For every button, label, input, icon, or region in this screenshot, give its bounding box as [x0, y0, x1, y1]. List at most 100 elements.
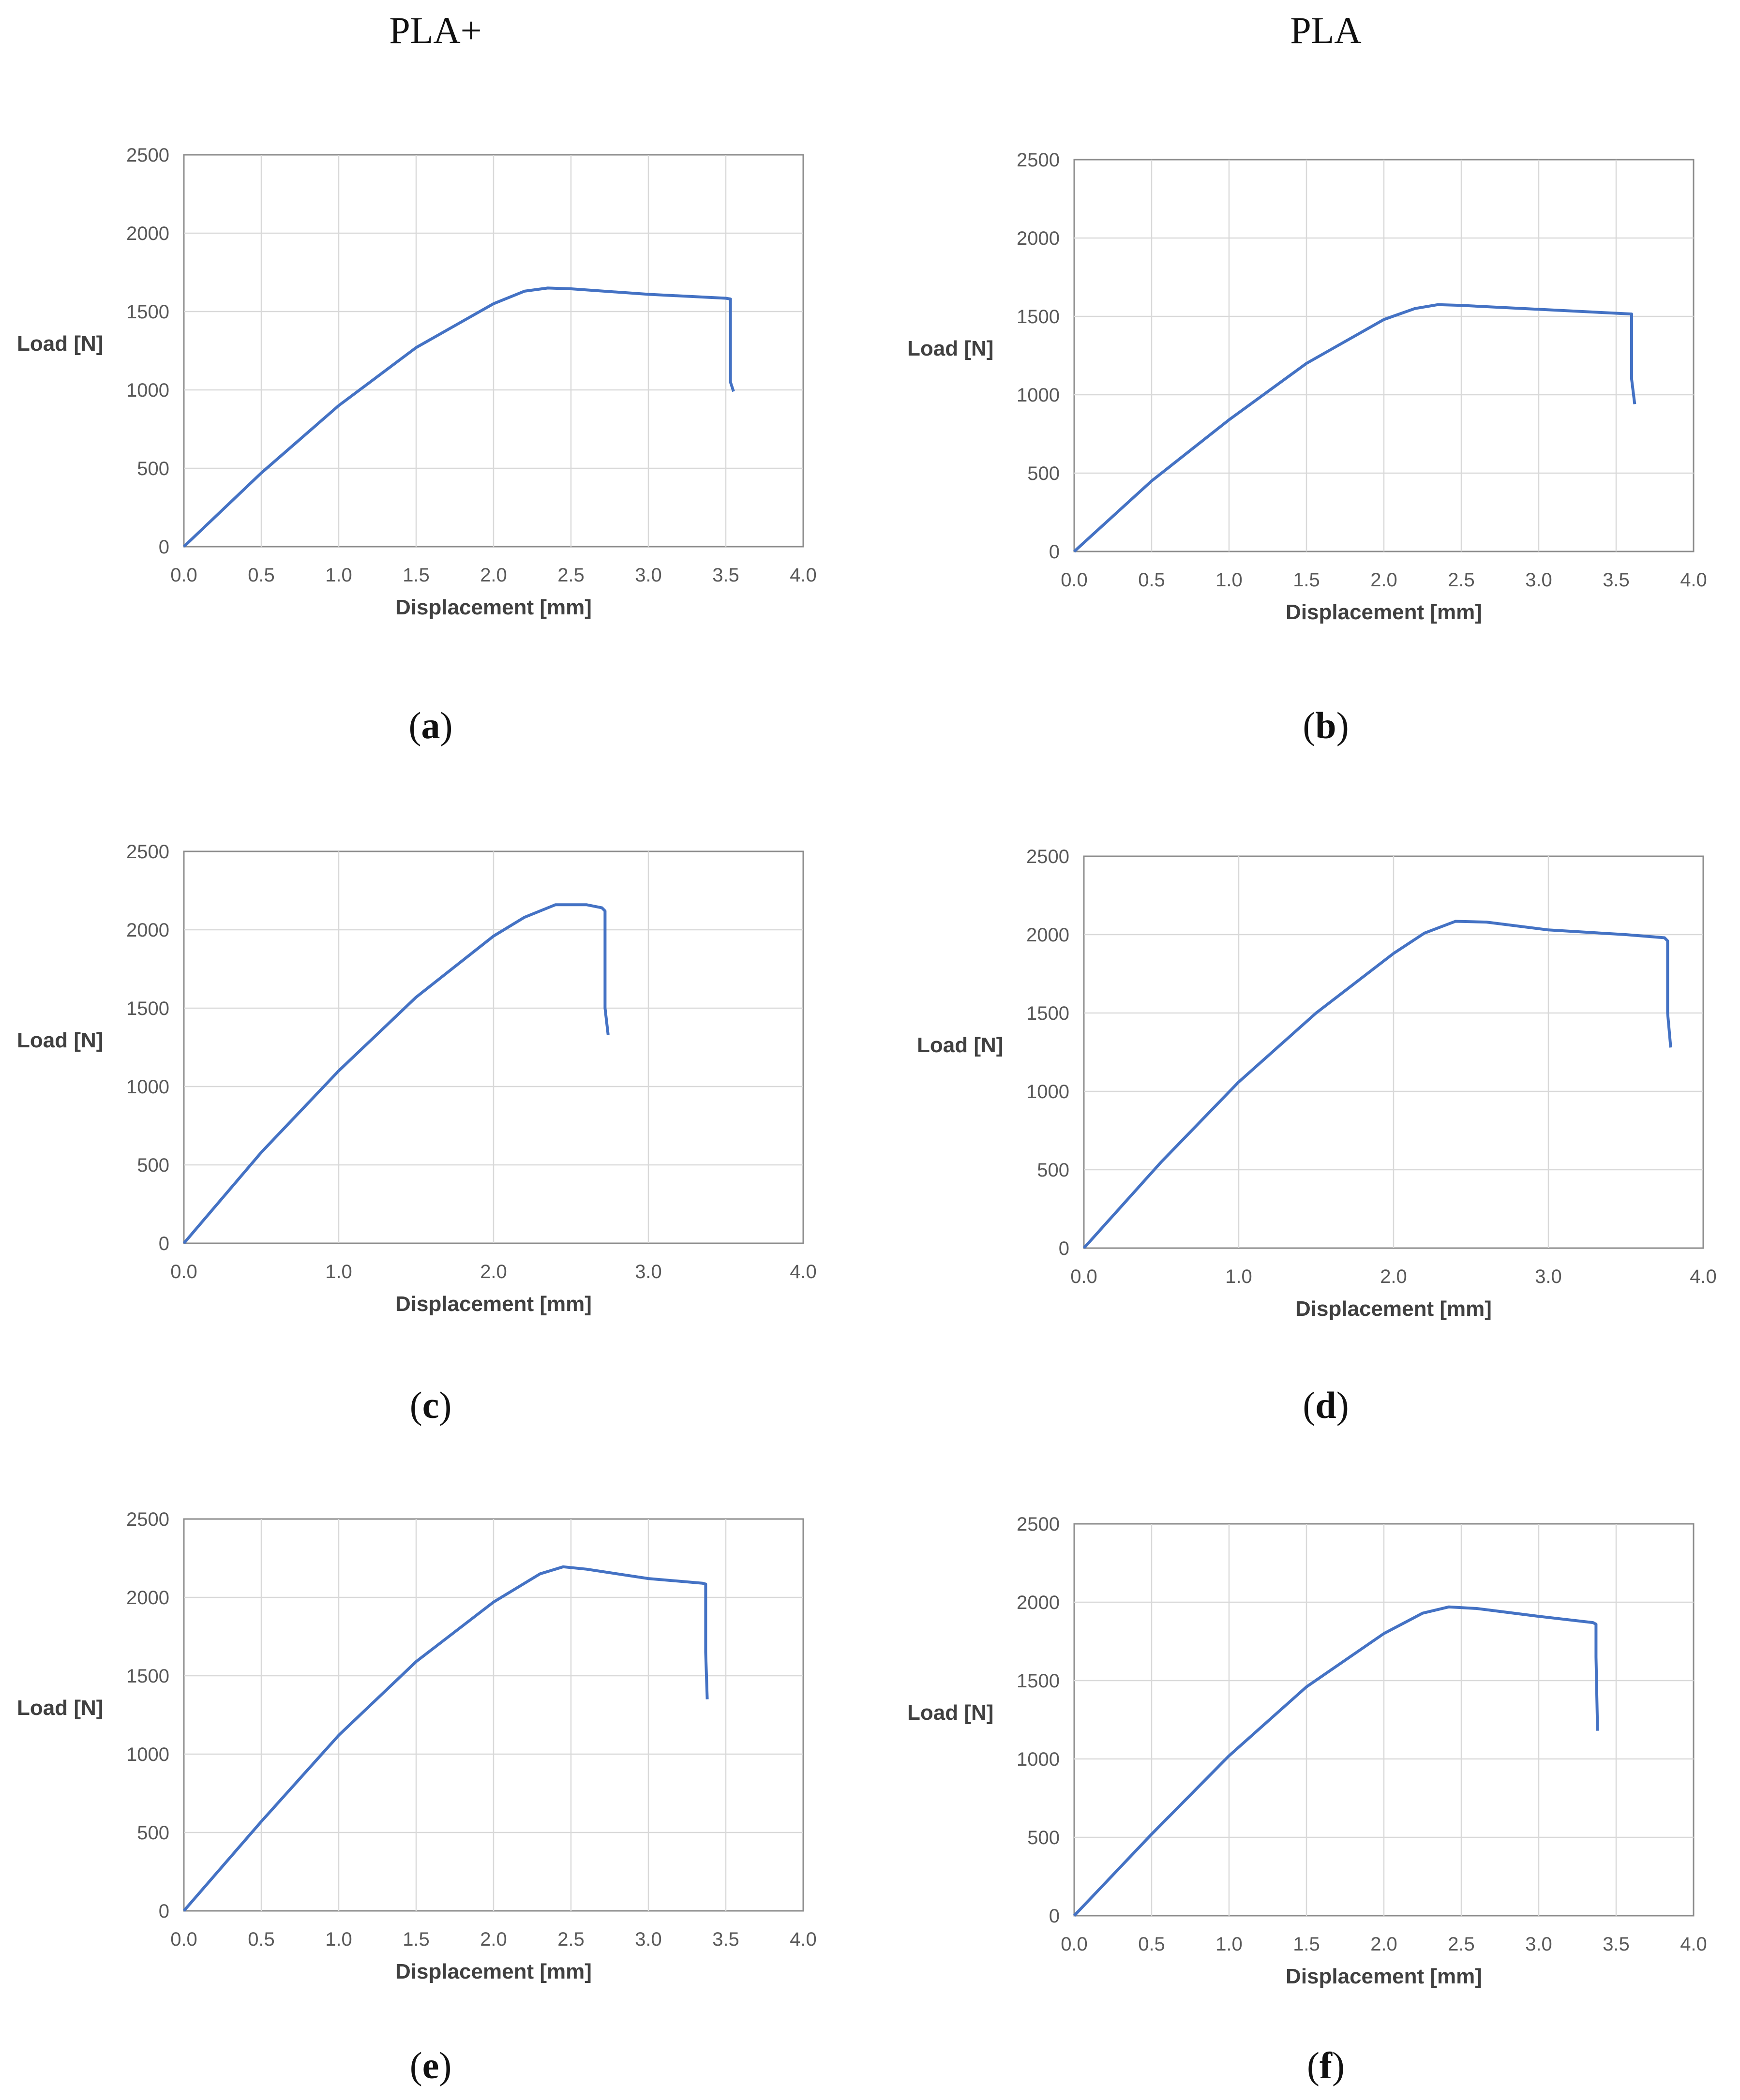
y-tick-label: 1500: [126, 998, 169, 1019]
load-displacement-curve: [1073, 303, 1636, 553]
x-tick-label: 2.0: [480, 565, 507, 586]
chart-svg-c: 0.0 1.0 2.0 3.0 4.0 0 500 1000 1500 2000 2500 Displ…: [17, 841, 817, 1316]
x-tick-label: 3.0: [635, 565, 662, 586]
x-tick-label: 2.0: [1370, 569, 1397, 591]
x-tick-label: 1.5: [403, 565, 430, 586]
x-tick-label: 0.0: [1070, 1266, 1097, 1287]
y-tick-label: 0: [1059, 1238, 1069, 1259]
y-tick-label: 1500: [126, 1666, 169, 1687]
y-tick-label: 0: [159, 1233, 169, 1254]
x-tick-label: 4.0: [790, 1261, 817, 1282]
x-tick-label: 1.0: [325, 565, 352, 586]
x-tick-label: 2.0: [1380, 1266, 1407, 1287]
y-tick-label: 500: [137, 1822, 169, 1844]
caption-d: (d): [1303, 1384, 1349, 1426]
x-tick-label: 3.0: [1525, 1934, 1552, 1955]
x-tick-label: 3.5: [712, 1929, 739, 1950]
y-tick-label: 1000: [126, 1076, 169, 1098]
y-axis-label: Load [N]: [17, 332, 103, 356]
y-axis-label: Load [N]: [907, 337, 993, 360]
column-title-pla: PLA: [1290, 9, 1362, 51]
y-tick-label: 500: [1027, 463, 1060, 484]
y-tick-label: 0: [1049, 1906, 1060, 1927]
y-tick-label: 500: [137, 1155, 169, 1176]
y-tick-label: 1500: [126, 301, 169, 323]
y-axis-label: Load [N]: [17, 1696, 103, 1720]
y-tick-label: 2000: [1017, 1592, 1060, 1613]
x-tick-label: 3.0: [1525, 569, 1552, 591]
chart-svg-a: 0.0 0.5 1.0 1.5 2.0 2.5 3.0 3.5 4.0 0 500 1000 1500 2…: [17, 145, 817, 619]
y-tick-label: 2000: [1017, 228, 1060, 249]
x-tick-label: 4.0: [790, 565, 817, 586]
y-tick-label: 500: [137, 458, 169, 479]
y-tick-label: 2500: [1017, 149, 1060, 171]
x-tick-label: 3.0: [635, 1929, 662, 1950]
x-tick-label: 4.0: [790, 1929, 817, 1950]
x-tick-label: 1.5: [1293, 569, 1320, 591]
x-tick-label: 2.0: [480, 1261, 507, 1282]
chart-panel-e: 0.0 0.5 1.0 1.5 2.0 2.5 3.0 3.5 4.0 0 500 1000 1500 2…: [10, 1504, 832, 2012]
y-tick-label: 2500: [126, 145, 169, 166]
y-tick-label: 1000: [1026, 1081, 1069, 1102]
column-title-pla-plus: PLA+: [389, 9, 482, 51]
y-tick-label: 2500: [126, 841, 169, 863]
x-tick-label: 1.0: [1215, 569, 1243, 591]
y-tick-label: 2000: [126, 920, 169, 941]
x-tick-label: 1.0: [325, 1929, 352, 1950]
chart-panel-f: 0.0 0.5 1.0 1.5 2.0 2.5 3.0 3.5 4.0 0 500 1000 1500 2…: [900, 1509, 1723, 2017]
caption-b: (b): [1303, 704, 1349, 746]
load-displacement-curve: [182, 286, 735, 548]
y-tick-label: 1000: [126, 380, 169, 401]
x-tick-label: 0.0: [170, 1261, 197, 1282]
x-tick-label: 1.5: [403, 1929, 430, 1950]
x-tick-label: 0.0: [170, 1929, 197, 1950]
chart-panel-d: 0.0 1.0 2.0 3.0 4.0 0 500 1000 1500 2000 2500 Displ…: [910, 842, 1732, 1350]
chart-svg-b: 0.0 0.5 1.0 1.5 2.0 2.5 3.0 3.5 4.0 0 500 1000 1500 2…: [907, 149, 1707, 624]
x-tick-label: 1.0: [1225, 1266, 1252, 1287]
x-tick-label: 2.5: [1448, 1934, 1475, 1955]
caption-f: (f): [1307, 2044, 1345, 2086]
load-displacement-curve: [182, 903, 610, 1244]
load-displacement-curve: [182, 1565, 709, 1912]
y-axis-label: Load [N]: [17, 1028, 103, 1052]
chart-panel-c: 0.0 1.0 2.0 3.0 4.0 0 500 1000 1500 2000 2500 Displ…: [10, 837, 832, 1345]
x-tick-label: 3.0: [635, 1261, 662, 1282]
x-tick-label: 2.0: [1370, 1934, 1397, 1955]
y-tick-label: 2000: [1026, 924, 1069, 946]
x-axis-label: Displacement [mm]: [395, 1292, 592, 1316]
y-tick-label: 2000: [126, 223, 169, 244]
y-axis-label: Load [N]: [907, 1701, 993, 1725]
load-displacement-curve: [1073, 1605, 1599, 1917]
chart-svg-f: 0.0 0.5 1.0 1.5 2.0 2.5 3.0 3.5 4.0 0 500 1000 1500 2…: [907, 1514, 1707, 1988]
caption-e: (e): [409, 2044, 452, 2086]
y-tick-label: 500: [1027, 1827, 1060, 1848]
x-tick-label: 2.5: [557, 565, 585, 586]
x-axis-label: Displacement [mm]: [1286, 600, 1482, 624]
chart-panel-b: 0.0 0.5 1.0 1.5 2.0 2.5 3.0 3.5 4.0 0 500 1000 1500 2…: [900, 145, 1723, 653]
x-tick-label: 0.5: [1138, 569, 1165, 591]
x-tick-label: 2.5: [557, 1929, 585, 1950]
x-tick-label: 0.5: [248, 565, 275, 586]
x-tick-label: 0.0: [170, 565, 197, 586]
x-tick-label: 2.5: [1448, 569, 1475, 591]
x-axis-label: Displacement [mm]: [395, 1960, 592, 1983]
x-tick-label: 4.0: [1680, 569, 1707, 591]
y-axis-label: Load [N]: [917, 1033, 1003, 1057]
y-tick-label: 1500: [1017, 1670, 1060, 1692]
x-tick-label: 0.0: [1061, 1934, 1088, 1955]
y-tick-label: 1000: [1017, 1749, 1060, 1770]
x-tick-label: 3.5: [712, 565, 739, 586]
chart-panel-a: 0.0 0.5 1.0 1.5 2.0 2.5 3.0 3.5 4.0 0 500 1000 1500 2…: [10, 140, 832, 648]
x-tick-label: 3.5: [1603, 1934, 1630, 1955]
caption-a: (a): [408, 704, 453, 746]
y-tick-label: 1000: [1017, 385, 1060, 406]
y-tick-label: 2500: [1017, 1514, 1060, 1535]
x-tick-label: 4.0: [1680, 1934, 1707, 1955]
x-tick-label: 4.0: [1690, 1266, 1717, 1287]
y-tick-label: 1000: [126, 1744, 169, 1765]
y-tick-label: 1500: [1017, 306, 1060, 328]
x-tick-label: 3.5: [1603, 569, 1630, 591]
y-tick-label: 0: [159, 536, 169, 558]
y-tick-label: 2500: [126, 1509, 169, 1530]
chart-svg-d: 0.0 1.0 2.0 3.0 4.0 0 500 1000 1500 2000 2500 Displ…: [917, 846, 1717, 1321]
